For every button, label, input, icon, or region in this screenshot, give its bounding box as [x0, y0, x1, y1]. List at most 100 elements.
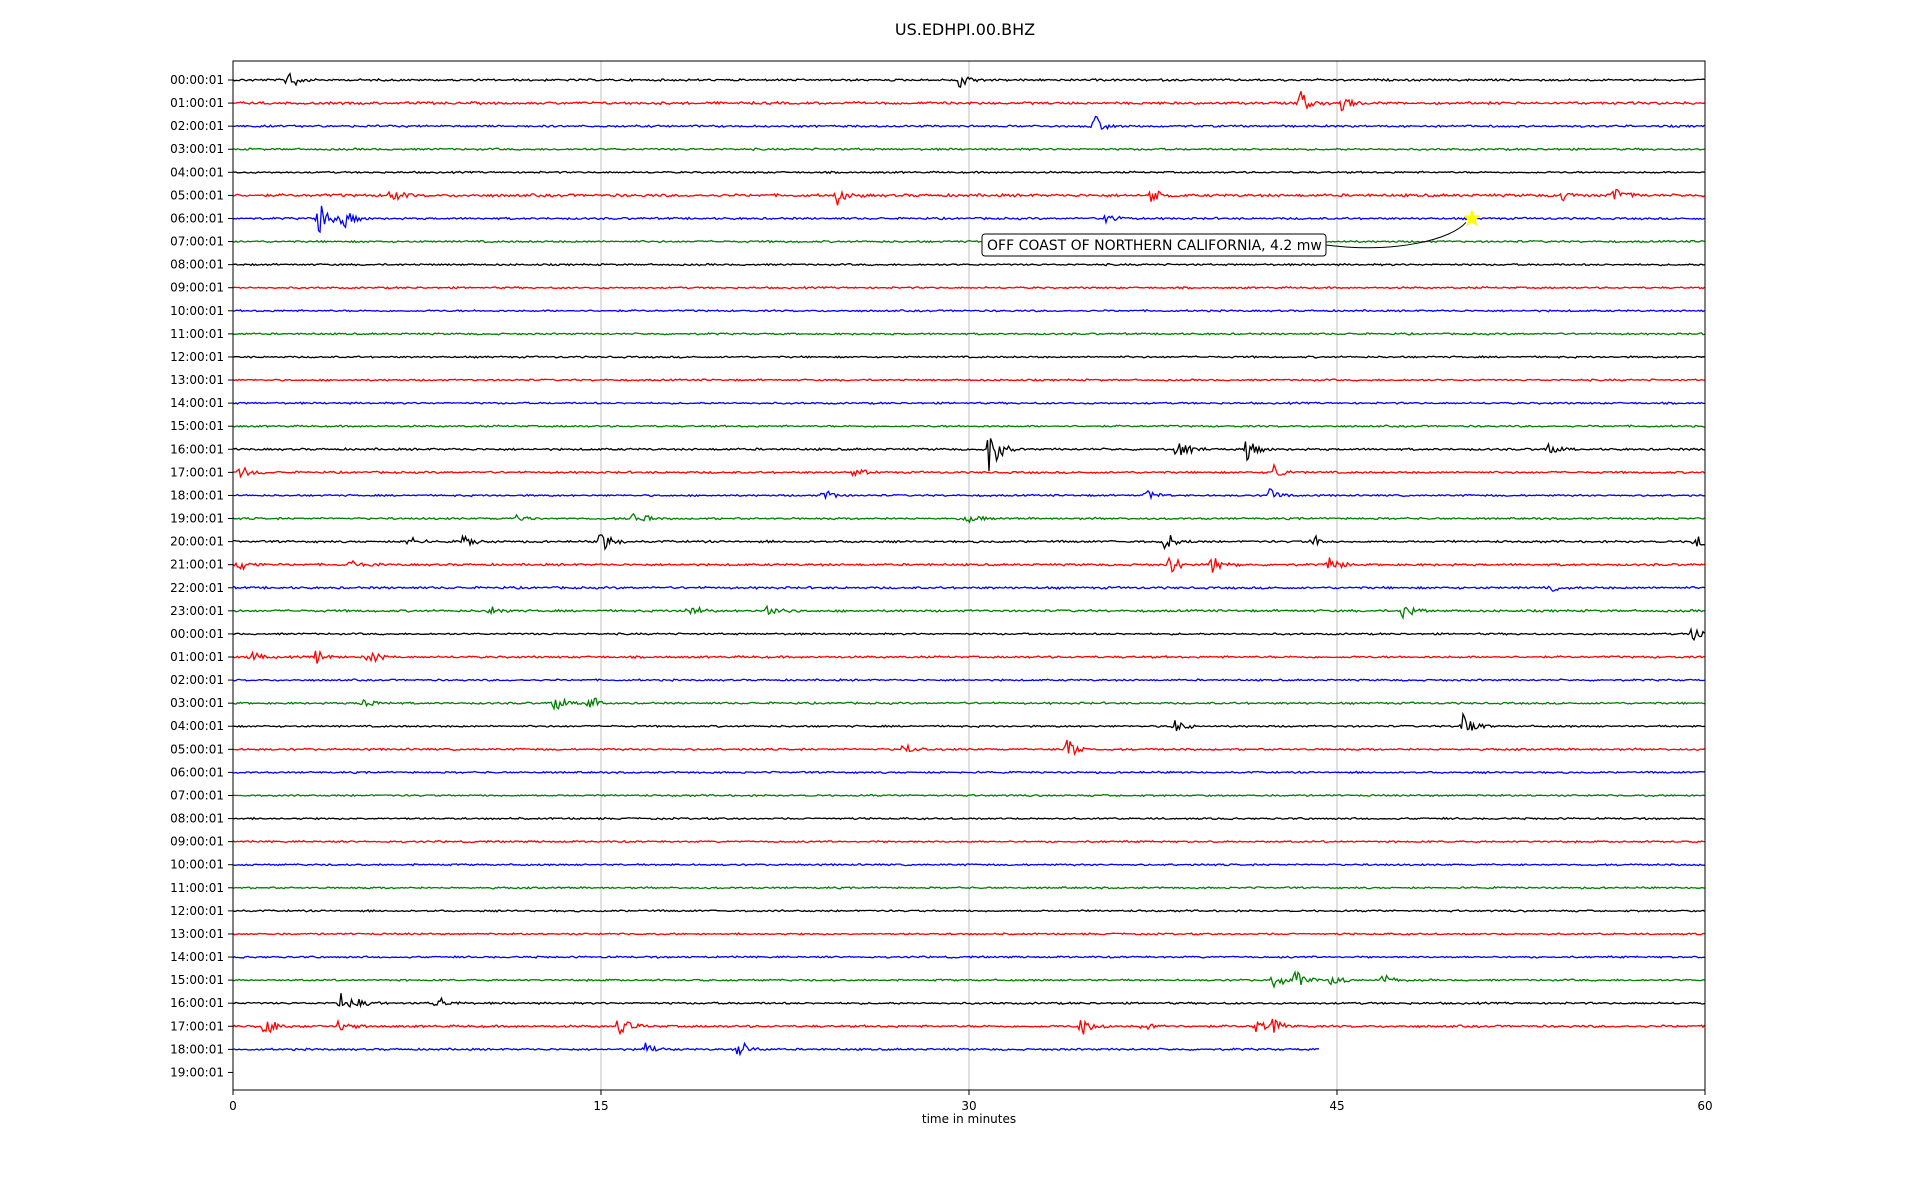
row-label: 10:00:01: [170, 304, 224, 318]
trace-line: [232, 993, 1705, 1009]
trace-line: [232, 438, 1705, 472]
trace-line: [232, 556, 1705, 573]
row-label: 12:00:01: [170, 350, 224, 364]
trace-line: [232, 424, 1705, 428]
trace-line: [232, 72, 1705, 89]
trace-line: [232, 1018, 1706, 1036]
trace-line: [232, 678, 1705, 682]
trace-line: [232, 970, 1705, 990]
grid-lines: [600, 61, 1338, 1090]
row-label: 13:00:01: [170, 927, 224, 941]
trace-line: [233, 262, 1705, 267]
row-label: 15:00:01: [170, 419, 224, 433]
row-label: 05:00:01: [170, 742, 224, 756]
trace-line: [232, 488, 1705, 501]
row-label: 02:00:01: [170, 119, 224, 133]
row-label: 14:00:01: [170, 396, 224, 410]
x-axis-label: time in minutes: [922, 1112, 1016, 1126]
row-label: 06:00:01: [170, 765, 224, 779]
trace-line: [233, 331, 1705, 336]
annotation-layer: OFF COAST OF NORTHERN CALIFORNIA, 4.2 mw: [981, 209, 1481, 257]
trace-layer: [232, 72, 1706, 1057]
row-label: 17:00:01: [170, 465, 224, 479]
trace-line: [232, 355, 1705, 359]
x-tick-label: 0: [229, 1099, 237, 1113]
row-label: 23:00:01: [170, 604, 224, 618]
row-label: 05:00:01: [170, 188, 224, 202]
trace-line: [232, 816, 1705, 821]
trace-line: [232, 627, 1705, 642]
x-tick-label: 30: [961, 1099, 976, 1113]
trace-line: [232, 932, 1705, 936]
row-label: 08:00:01: [170, 258, 224, 272]
trace-line: [232, 285, 1705, 290]
trace-line: [232, 115, 1705, 131]
row-label: 11:00:01: [170, 327, 224, 341]
row-label: 09:00:01: [170, 835, 224, 849]
row-label: 19:00:01: [170, 512, 224, 526]
trace-line: [232, 711, 1705, 732]
trace-line: [232, 512, 1705, 524]
event-star-marker: [1462, 209, 1481, 227]
row-label: 20:00:01: [170, 535, 224, 549]
trace-line: [232, 401, 1705, 406]
row-label: 09:00:01: [170, 281, 224, 295]
row-label: 07:00:01: [170, 235, 224, 249]
row-label: 08:00:01: [170, 812, 224, 826]
row-label: 22:00:01: [170, 581, 224, 595]
row-label: 19:00:01: [170, 1065, 224, 1079]
trace-line: [232, 308, 1705, 313]
row-labels: 00:00:01 01:00:01 02:00:01 03:00:01 04:00:01…: [170, 73, 233, 1079]
trace-line: [232, 1041, 1319, 1057]
trace-line: [232, 462, 1705, 479]
row-label: 21:00:01: [170, 558, 224, 572]
row-label: 00:00:01: [170, 627, 224, 641]
trace-line: [232, 649, 1705, 664]
row-label: 01:00:01: [170, 96, 224, 110]
trace-line: [233, 533, 1705, 551]
row-label: 02:00:01: [170, 673, 224, 687]
row-label: 16:00:01: [170, 442, 224, 456]
row-label: 04:00:01: [170, 165, 224, 179]
trace-line: [232, 739, 1705, 756]
trace-line: [232, 585, 1705, 592]
annotation-label: OFF COAST OF NORTHERN CALIFORNIA, 4.2 mw: [987, 238, 1322, 254]
row-label: 12:00:01: [170, 904, 224, 918]
row-label: 11:00:01: [170, 881, 224, 895]
trace-line: [232, 378, 1705, 382]
row-label: 03:00:01: [170, 142, 224, 156]
row-label: 03:00:01: [170, 696, 224, 710]
trace-line: [232, 604, 1705, 621]
trace-line: [232, 955, 1705, 959]
row-label: 14:00:01: [170, 950, 224, 964]
trace-line: [232, 885, 1705, 890]
x-tick-label: 15: [593, 1099, 608, 1113]
trace-line: [232, 839, 1705, 844]
trace-line: [232, 770, 1705, 775]
annotation-box: [981, 233, 1327, 257]
trace-line: [232, 147, 1705, 152]
row-label: 13:00:01: [170, 373, 224, 387]
trace-line: [232, 862, 1705, 867]
trace-line: [232, 91, 1705, 112]
row-label: 04:00:01: [170, 719, 224, 733]
x-ticks: 0 15 30 45 60: [229, 1090, 1713, 1113]
row-label: 16:00:01: [170, 996, 224, 1010]
annotation-connector: [1325, 222, 1467, 249]
row-label: 01:00:01: [170, 650, 224, 664]
row-label: 00:00:01: [170, 73, 224, 87]
trace-line: [232, 909, 1705, 913]
x-tick-label: 60: [1697, 1099, 1712, 1113]
row-label: 18:00:01: [170, 488, 224, 502]
plot-frame: [232, 60, 1706, 1091]
trace-line: [232, 239, 1705, 244]
trace-line: [232, 188, 1705, 206]
trace-line: [232, 697, 1705, 711]
row-label: 17:00:01: [170, 1019, 224, 1033]
row-label: 15:00:01: [170, 973, 224, 987]
row-label: 06:00:01: [170, 211, 224, 225]
trace-line: [232, 205, 1705, 234]
row-label: 18:00:01: [170, 1042, 224, 1056]
chart-title: US.EDHPI.00.BHZ: [895, 20, 1035, 39]
